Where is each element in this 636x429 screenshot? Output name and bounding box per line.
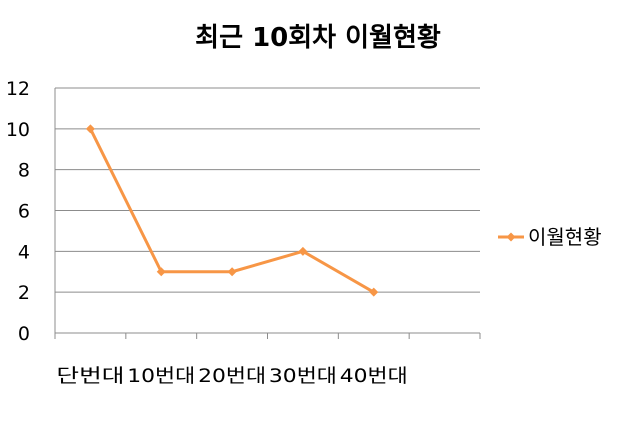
y-tick-label: 10	[6, 119, 30, 141]
x-tick-label: 30번대	[269, 365, 337, 387]
legend-label: 이월현황	[528, 225, 602, 249]
data-point	[227, 267, 237, 277]
y-tick-label: 8	[18, 160, 30, 182]
y-tick-label: 2	[18, 282, 30, 304]
y-tick-label: 0	[18, 323, 30, 345]
x-tick-label: 단번대	[56, 365, 124, 387]
data-point	[85, 124, 95, 134]
data-point	[369, 287, 379, 297]
y-tick-label: 6	[18, 201, 30, 223]
data-point	[298, 246, 308, 256]
chart-title: 최근 10회차 이월현황	[195, 23, 441, 53]
legend: 이월현황	[498, 225, 602, 249]
series-lines	[85, 124, 379, 297]
axes	[54, 88, 481, 339]
x-axis-tick-labels: 단번대 10번대 20번대 30번대 40번대	[56, 365, 407, 387]
legend-diamond-marker	[506, 232, 516, 242]
y-tick-label: 4	[18, 241, 30, 263]
y-axis-tick-labels: 0 2 4 6 8 10 12	[6, 78, 30, 345]
gridlines	[55, 87, 480, 293]
x-tick-label: 10번대	[127, 365, 195, 387]
x-tick-label: 40번대	[340, 365, 408, 387]
y-tick-label: 12	[6, 78, 30, 100]
data-point	[156, 267, 166, 277]
x-tick-label: 20번대	[198, 365, 266, 387]
